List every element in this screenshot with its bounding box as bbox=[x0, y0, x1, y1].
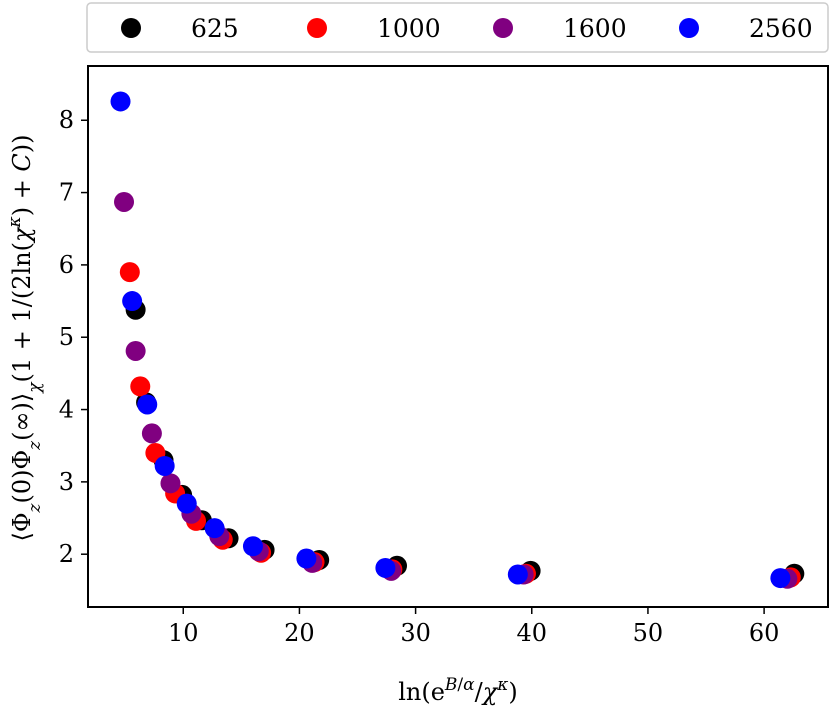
x-axis-label: ln(eB/α/χκ) bbox=[398, 675, 518, 706]
data-point-1600 bbox=[141, 423, 162, 444]
x-tick-label: 50 bbox=[633, 619, 664, 647]
legend: 625 1000 1600 2560 bbox=[86, 2, 829, 53]
data-point-2560 bbox=[204, 518, 225, 539]
data-point-2560 bbox=[137, 394, 158, 415]
legend-marker-625 bbox=[121, 18, 141, 38]
legend-label-1000: 1000 bbox=[377, 14, 441, 43]
y-axis: 2 3 4 5 6 7 8 bbox=[59, 106, 88, 568]
data-point-1000 bbox=[119, 262, 140, 283]
y-axis-label: ⟨Φz(0)Φz(∞)⟩χ(1 + 1/(2ln(χκ) + C)) bbox=[5, 134, 45, 541]
y-tick-label: 3 bbox=[59, 468, 74, 496]
y-tick-label: 4 bbox=[59, 396, 74, 424]
data-point-1600 bbox=[160, 473, 181, 494]
data-point-2560 bbox=[176, 493, 197, 514]
x-tick-label: 10 bbox=[168, 619, 199, 647]
data-point-2560 bbox=[375, 557, 396, 578]
data-point-1600 bbox=[125, 340, 146, 361]
y-tick-label: 5 bbox=[59, 323, 74, 351]
legend-label-625: 625 bbox=[191, 14, 239, 43]
x-tick-label: 40 bbox=[516, 619, 547, 647]
data-point-2560 bbox=[296, 548, 317, 569]
data-point-2560 bbox=[770, 568, 791, 589]
legend-marker-2560 bbox=[679, 18, 699, 38]
legend-marker-1600 bbox=[493, 18, 513, 38]
legend-frame bbox=[86, 2, 829, 53]
data-point-2560 bbox=[507, 564, 528, 585]
data-point-1000 bbox=[130, 376, 151, 397]
legend-marker-1000 bbox=[307, 18, 327, 38]
x-axis: 10 20 30 40 50 60 bbox=[168, 607, 779, 647]
data-points bbox=[110, 91, 805, 589]
data-point-2560 bbox=[242, 536, 263, 557]
x-tick-label: 60 bbox=[749, 619, 780, 647]
data-point-2560 bbox=[154, 455, 175, 476]
y-tick-label: 7 bbox=[59, 179, 74, 207]
y-tick-label: 2 bbox=[59, 540, 74, 568]
x-tick-label: 30 bbox=[400, 619, 431, 647]
data-point-1600 bbox=[114, 191, 135, 212]
legend-label-1600: 1600 bbox=[563, 14, 627, 43]
y-tick-label: 8 bbox=[59, 106, 74, 134]
x-tick-label: 20 bbox=[284, 619, 315, 647]
data-point-2560 bbox=[110, 91, 131, 112]
legend-label-2560: 2560 bbox=[749, 14, 813, 43]
y-tick-label: 6 bbox=[59, 251, 74, 279]
data-point-2560 bbox=[122, 291, 143, 312]
